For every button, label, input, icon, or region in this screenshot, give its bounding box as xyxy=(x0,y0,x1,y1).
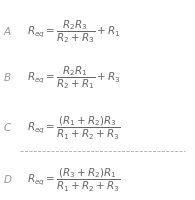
Text: $R_{eq}=\dfrac{R_2R_3}{R_2+R_3}+R_1$: $R_{eq}=\dfrac{R_2R_3}{R_2+R_3}+R_1$ xyxy=(27,19,121,45)
Text: $R_{eq}=\dfrac{R_2R_1}{R_2+R_1}+R_3$: $R_{eq}=\dfrac{R_2R_1}{R_2+R_1}+R_3$ xyxy=(27,65,121,91)
Text: $R_{eq}=\dfrac{(R_1+R_2)R_3}{R_1+R_2+R_3}$: $R_{eq}=\dfrac{(R_1+R_2)R_3}{R_1+R_2+R_3… xyxy=(27,114,121,142)
Text: B: B xyxy=(4,73,11,83)
Text: $R_{eq}=\dfrac{(R_3+R_2)R_1}{R_1+R_2+R_3}$: $R_{eq}=\dfrac{(R_3+R_2)R_1}{R_1+R_2+R_3… xyxy=(27,166,121,194)
Text: A: A xyxy=(4,27,11,37)
Text: C: C xyxy=(4,123,11,133)
Text: D: D xyxy=(4,175,12,185)
